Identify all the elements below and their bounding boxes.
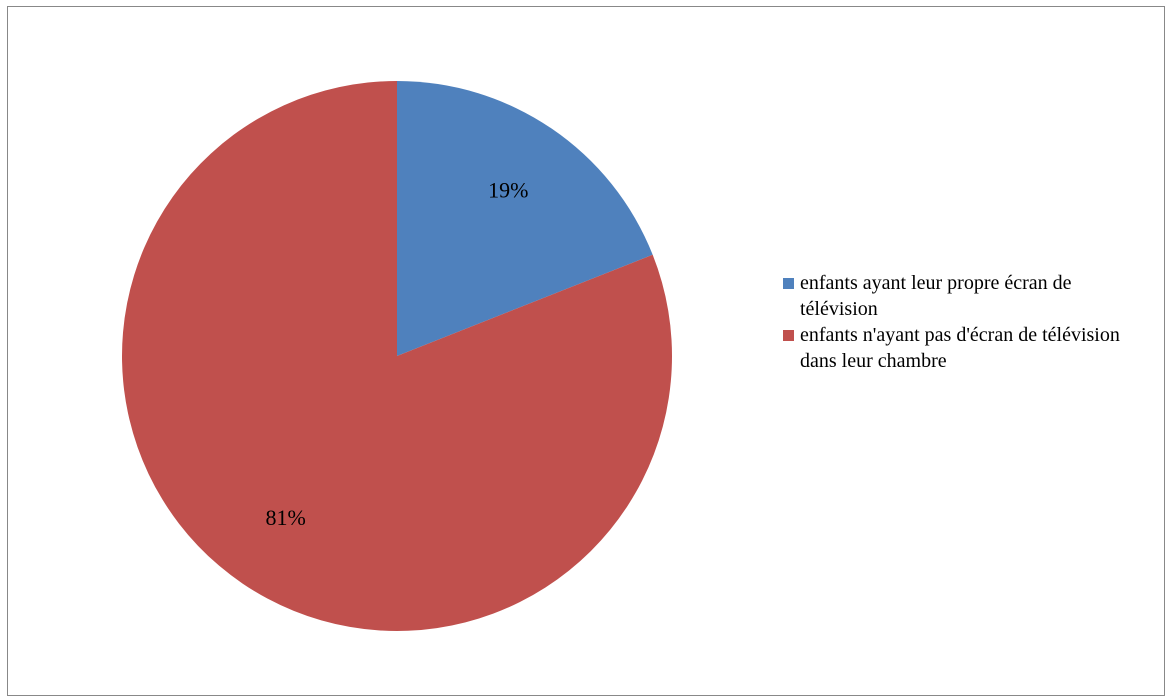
legend-swatch-own-tv bbox=[783, 278, 794, 289]
legend-label-own-tv: enfants ayant leur propre écran de télév… bbox=[800, 272, 1072, 320]
pie-labels: 19% 81% bbox=[266, 177, 529, 530]
legend-label-no-tv: enfants n'ayant pas d'écran de télévisio… bbox=[800, 324, 1120, 372]
legend: enfants ayant leur propre écran de télév… bbox=[783, 270, 1143, 374]
legend-item-own-tv: enfants ayant leur propre écran de télév… bbox=[783, 270, 1143, 322]
pie-label-no-tv: 81% bbox=[266, 505, 306, 530]
pie-slice-own-tv bbox=[397, 81, 653, 356]
pie-slices bbox=[121, 81, 672, 631]
pie-label-own-tv: 19% bbox=[488, 177, 528, 202]
pie-slice-no-tv bbox=[121, 81, 672, 631]
legend-item-no-tv: enfants n'ayant pas d'écran de télévisio… bbox=[783, 322, 1143, 374]
legend-swatch-no-tv bbox=[783, 330, 794, 341]
